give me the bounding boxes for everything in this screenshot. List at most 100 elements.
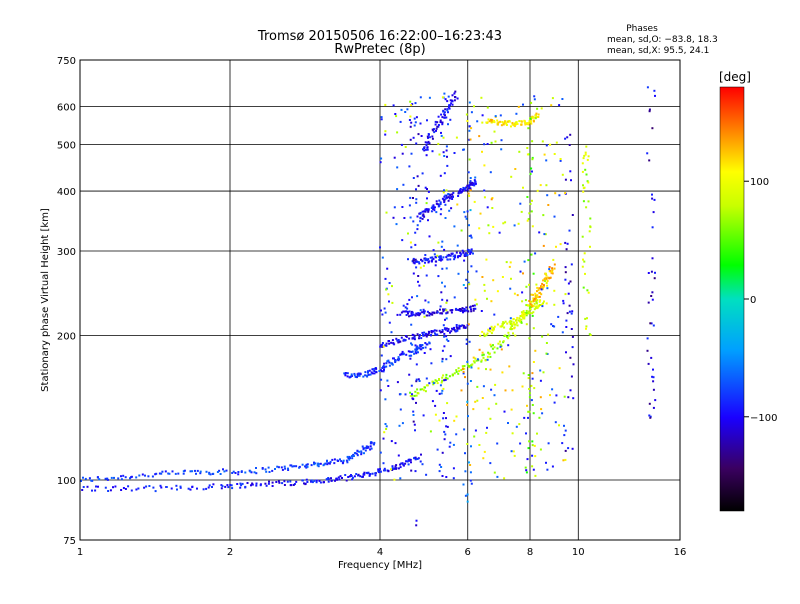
data-point <box>397 454 400 457</box>
data-point <box>533 297 536 300</box>
data-point <box>529 173 532 175</box>
data-point <box>164 470 167 473</box>
data-point <box>438 259 441 261</box>
data-point <box>387 469 390 472</box>
data-point <box>446 109 449 112</box>
data-point <box>353 475 356 478</box>
data-point <box>443 285 446 288</box>
data-point <box>379 344 382 347</box>
data-point <box>427 209 430 212</box>
data-point <box>646 86 649 89</box>
data-point <box>542 284 545 287</box>
data-point <box>399 313 402 316</box>
data-point <box>468 283 471 286</box>
data-point <box>446 164 449 167</box>
data-point <box>509 320 512 323</box>
data-point <box>443 248 446 251</box>
data-point <box>441 121 444 124</box>
data-point <box>411 343 414 346</box>
data-point <box>527 218 530 221</box>
data-point <box>375 371 378 374</box>
data-point <box>461 324 464 327</box>
data-point <box>446 258 449 261</box>
data-point <box>486 426 488 429</box>
data-point <box>415 188 417 191</box>
data-point <box>360 453 363 456</box>
data-point <box>438 419 441 422</box>
data-point <box>428 342 431 345</box>
data-point <box>417 184 420 187</box>
data-point <box>439 255 442 258</box>
data-point <box>536 290 538 293</box>
data-point <box>404 111 407 113</box>
data-point <box>481 276 484 278</box>
data-point <box>415 266 418 269</box>
data-point <box>418 262 421 265</box>
data-point <box>532 304 535 307</box>
data-point <box>349 376 352 378</box>
x-tick-label: 1 <box>77 547 83 558</box>
data-point <box>364 449 367 452</box>
data-point <box>648 159 651 162</box>
data-point <box>444 328 447 331</box>
data-point <box>301 479 304 482</box>
data-point <box>535 302 538 305</box>
data-point <box>148 485 151 487</box>
data-point <box>525 471 528 474</box>
data-point <box>564 266 567 269</box>
data-point <box>439 259 442 262</box>
data-point <box>402 310 405 313</box>
data-point <box>183 469 186 472</box>
data-point <box>433 131 436 134</box>
data-point <box>436 382 439 385</box>
data-point <box>438 378 440 380</box>
data-point <box>476 358 479 361</box>
data-point <box>421 311 424 314</box>
data-point <box>426 148 429 151</box>
data-point <box>428 136 431 139</box>
data-point <box>424 208 427 211</box>
data-point <box>536 306 539 309</box>
data-point <box>379 470 382 473</box>
data-point <box>464 189 467 192</box>
data-point <box>462 372 465 375</box>
data-point <box>424 342 427 344</box>
data-point <box>430 330 433 332</box>
data-point <box>510 408 513 411</box>
data-point <box>412 398 415 401</box>
data-point <box>428 382 431 385</box>
data-point <box>543 278 546 280</box>
data-point <box>467 461 470 464</box>
data-point <box>558 367 561 370</box>
data-point <box>547 333 550 336</box>
data-point <box>419 216 422 219</box>
data-point <box>431 128 434 131</box>
data-point <box>487 407 490 410</box>
data-point <box>516 123 519 125</box>
data-point <box>469 252 472 255</box>
data-point <box>651 298 654 301</box>
data-point <box>388 340 390 342</box>
data-point <box>493 471 496 474</box>
data-point <box>466 310 469 313</box>
data-point <box>504 122 507 125</box>
data-point <box>582 190 585 193</box>
data-point <box>482 457 485 460</box>
data-point <box>393 206 396 209</box>
data-point <box>358 450 361 453</box>
data-point <box>432 257 435 260</box>
data-point <box>391 285 393 288</box>
data-point <box>504 320 507 323</box>
data-point <box>585 145 588 148</box>
data-point <box>396 313 399 316</box>
data-point <box>358 373 361 376</box>
data-point <box>310 464 313 467</box>
data-point <box>431 135 434 138</box>
colorbar <box>719 86 745 512</box>
data-point <box>511 323 514 326</box>
data-point <box>481 354 484 357</box>
data-point <box>558 194 561 197</box>
data-point <box>446 311 449 314</box>
data-point <box>391 339 394 342</box>
data-point <box>448 197 451 200</box>
